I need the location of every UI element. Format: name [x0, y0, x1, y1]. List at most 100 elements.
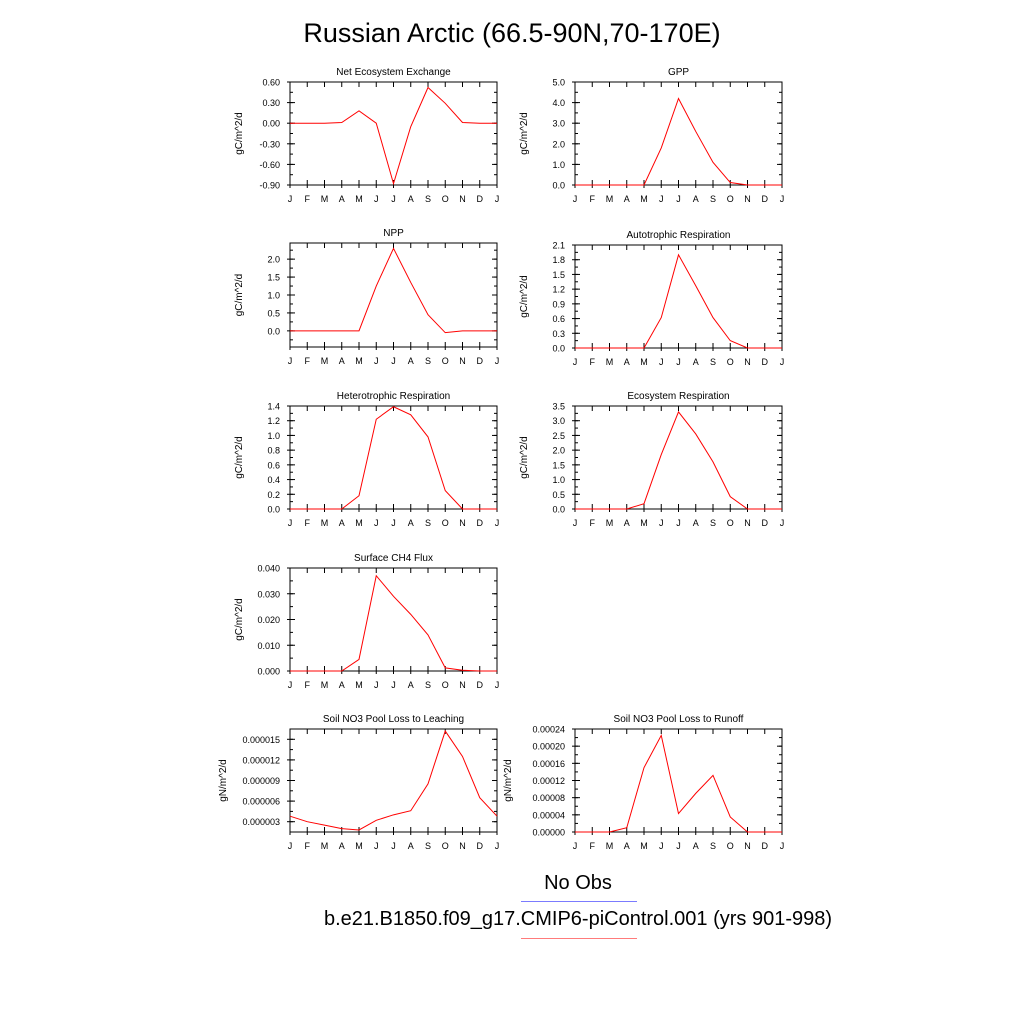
x-tick-label: M [640, 194, 648, 204]
x-tick-label: A [693, 518, 699, 528]
y-tick-label: 0.4 [267, 475, 280, 485]
y-tick-label: 1.5 [267, 273, 280, 283]
x-tick-label: D [762, 357, 769, 367]
y-tick-label: 1.0 [552, 160, 565, 170]
x-tick-label: M [640, 518, 648, 528]
y-tick-label: -0.30 [259, 139, 280, 149]
y-tick-label: 2.0 [552, 446, 565, 456]
chart-panel-7: Soil NO3 Pool Loss to Leaching gN/m^2/d J F… [218, 714, 499, 851]
x-tick-label: M [355, 194, 363, 204]
x-tick-label: J [495, 518, 500, 528]
x-tick-label: D [477, 841, 484, 851]
legend-label-no-obs: No Obs [544, 872, 612, 894]
y-tick-label: 1.0 [267, 431, 280, 441]
plot-frame [289, 405, 498, 510]
x-tick-label: F [590, 194, 596, 204]
x-tick-label: O [442, 356, 449, 366]
x-tick-label: J [676, 194, 681, 204]
x-tick-label: N [459, 194, 466, 204]
x-tick-label: J [374, 356, 379, 366]
series-line [290, 406, 497, 510]
x-tick-label: M [321, 680, 329, 690]
x-tick-label: S [425, 194, 431, 204]
x-tick-label: M [321, 841, 329, 851]
y-tick-label: 0.000012 [242, 755, 280, 765]
x-tick-label: J [780, 841, 785, 851]
y-tick-label: 2.0 [552, 139, 565, 149]
x-tick-label: J [288, 841, 293, 851]
y-tick-label: 0.010 [257, 641, 280, 651]
x-tick-label: A [408, 841, 414, 851]
y-axis-label: gC/m^2/d [234, 274, 245, 317]
chart-title: Ecosystem Respiration [627, 391, 729, 402]
x-tick-label: J [659, 841, 664, 851]
x-tick-label: O [727, 357, 734, 367]
x-tick-label: D [762, 841, 769, 851]
x-tick-label: S [425, 518, 431, 528]
y-axis-label: gN/m^2/d [503, 759, 514, 802]
y-tick-label: 1.5 [552, 270, 565, 280]
x-tick-label: J [374, 194, 379, 204]
chart-title: NPP [383, 228, 404, 239]
x-tick-label: J [288, 518, 293, 528]
x-tick-label: S [710, 194, 716, 204]
y-tick-label: 1.0 [267, 291, 280, 301]
x-tick-label: M [640, 357, 648, 367]
x-tick-label: J [659, 194, 664, 204]
x-tick-label: A [408, 680, 414, 690]
y-tick-label: 0.00012 [532, 776, 565, 786]
x-tick-label: S [425, 356, 431, 366]
y-tick-label: 3.0 [552, 416, 565, 426]
legend-swatch-no-obs [521, 901, 637, 902]
plot-frame [289, 81, 498, 186]
x-tick-label: N [744, 841, 751, 851]
x-tick-label: N [459, 680, 466, 690]
y-tick-label: 1.2 [267, 416, 280, 426]
x-tick-label: N [459, 518, 466, 528]
y-tick-label: 0.00008 [532, 793, 565, 803]
y-axis-label: gN/m^2/d [218, 759, 229, 802]
x-tick-label: O [727, 194, 734, 204]
plot-frame [574, 244, 783, 349]
y-tick-label: 0.9 [552, 299, 565, 309]
y-tick-label: 0.6 [552, 314, 565, 324]
chart-title: Soil NO3 Pool Loss to Leaching [323, 714, 464, 725]
plot-frame [574, 728, 783, 833]
y-tick-label: 0.0 [552, 344, 565, 354]
y-tick-label: 4.0 [552, 98, 565, 108]
x-tick-label: S [710, 841, 716, 851]
x-tick-label: J [374, 518, 379, 528]
x-tick-label: N [459, 356, 466, 366]
x-tick-label: J [780, 194, 785, 204]
y-axis-label: gC/m^2/d [234, 436, 245, 479]
x-tick-label: D [762, 518, 769, 528]
x-tick-label: J [391, 841, 396, 851]
y-tick-label: 1.0 [552, 475, 565, 485]
x-tick-label: J [495, 680, 500, 690]
x-tick-label: J [780, 518, 785, 528]
x-tick-label: O [727, 518, 734, 528]
series-line [575, 734, 782, 833]
x-tick-label: A [339, 356, 345, 366]
legend-swatch-model-run [521, 938, 637, 939]
y-tick-label: 0.8 [267, 446, 280, 456]
x-tick-label: J [495, 841, 500, 851]
y-tick-label: 0.00016 [532, 759, 565, 769]
x-tick-label: M [321, 356, 329, 366]
y-tick-label: 0.0 [267, 505, 280, 515]
x-tick-label: J [573, 518, 578, 528]
plot-frame [289, 728, 498, 833]
y-tick-label: 1.2 [552, 285, 565, 295]
x-tick-label: J [573, 194, 578, 204]
y-tick-label: 0.00 [262, 119, 280, 129]
y-tick-label: 0.000009 [242, 776, 280, 786]
y-tick-label: 0.0 [552, 181, 565, 191]
chart-title: Soil NO3 Pool Loss to Runoff [614, 714, 744, 725]
x-tick-label: J [676, 841, 681, 851]
